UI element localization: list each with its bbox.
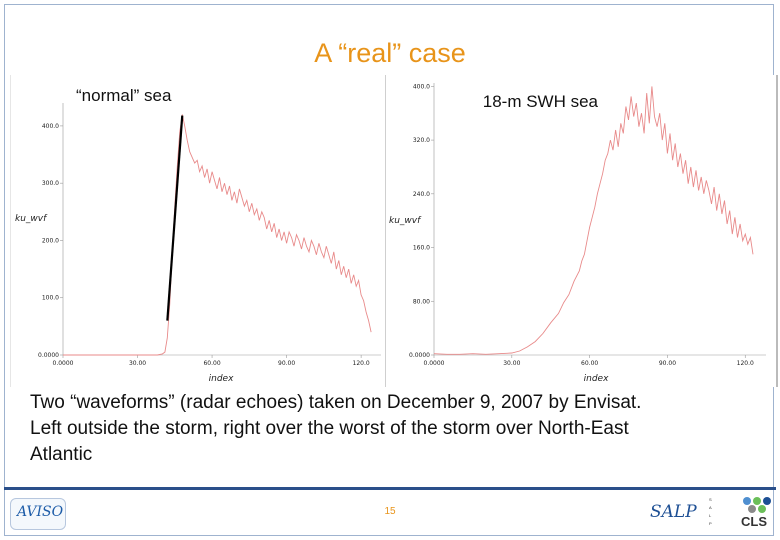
chart-title: 18-m SWH sea [483, 92, 599, 111]
y-tick-label: 80.00 [413, 298, 430, 305]
x-tick-label: 30.00 [129, 360, 146, 367]
salp-sub-line: A [709, 505, 712, 510]
chart-title: “normal” sea [76, 86, 172, 105]
y-axis-label: ku_wvf [389, 216, 422, 226]
leading-edge-annotation-line [166, 115, 184, 321]
y-axis-label: ku_wvf [15, 214, 48, 224]
page-number: 15 [384, 506, 396, 517]
waveform-series-line [63, 114, 372, 356]
x-tick-label: 0.0000 [424, 360, 445, 367]
x-tick-label: 90.00 [659, 360, 676, 367]
cls-logo-text: CLS [741, 514, 767, 529]
salp-logo-text: SALP [650, 502, 697, 522]
slide-footer: AVISO 15 SALP S A L P CLS [6, 492, 774, 534]
y-tick-label: 0.0000 [409, 352, 430, 359]
y-tick-label: 400.0 [413, 83, 430, 90]
aviso-logo-text: AVISO [17, 504, 64, 520]
y-tick-label: 200.0 [42, 237, 59, 244]
x-tick-label: 120.0 [353, 360, 370, 367]
x-tick-label: 90.00 [278, 360, 295, 367]
salp-sub-line: S [709, 497, 712, 502]
y-tick-label: 300.0 [42, 180, 59, 187]
y-tick-label: 160.0 [413, 245, 430, 252]
caption-line: Left outside the storm, right over the w… [30, 418, 629, 439]
y-tick-label: 240.0 [413, 191, 430, 198]
x-tick-label: 0.0000 [53, 360, 74, 367]
y-tick-label: 100.0 [42, 295, 59, 302]
waveform-chart-storm-sea-svg: 0.0000 80.00 160.0 240.0 320.0 400.0 0.0000 30.… [389, 83, 766, 384]
x-tick-label: 60.00 [581, 360, 598, 367]
slide-caption: Two “waveforms” (radar echoes) taken on … [30, 390, 760, 468]
salp-sub-line: L [709, 513, 712, 518]
y-tick-label: 400.0 [42, 123, 59, 130]
x-axis-label: index [584, 374, 609, 384]
waveform-series-line [433, 86, 754, 355]
waveform-chart-normal-sea: 0.0000 100.0 200.0 300.0 400.0 0.0000 30.00 60.… [10, 75, 383, 387]
x-axis-label: index [209, 374, 234, 384]
cls-logo: CLS [739, 494, 775, 532]
salp-logo: SALP [646, 496, 706, 530]
waveform-chart-normal-sea-svg: 0.0000 100.0 200.0 300.0 400.0 0.0000 30.00 60.… [15, 86, 381, 384]
x-tick-label: 120.0 [737, 360, 754, 367]
caption-line: Atlantic [30, 444, 93, 465]
slide-title: A “real” case [314, 38, 466, 68]
y-tick-label: 320.0 [413, 137, 430, 144]
waveform-chart-storm-sea: 0.0000 80.00 160.0 240.0 320.0 400.0 0.0000 30.… [385, 75, 778, 387]
caption-line: Two “waveforms” (radar echoes) taken on … [30, 392, 642, 413]
y-tick-label: 0.0000 [38, 352, 59, 359]
aviso-logo: AVISO [10, 498, 66, 530]
cls-logo-dots-icon [743, 497, 771, 513]
salp-sub-line: P [709, 521, 712, 526]
footer-rule [4, 487, 776, 490]
salp-logo-subtext: S A L P [709, 496, 735, 530]
x-tick-label: 60.00 [203, 360, 220, 367]
x-tick-label: 30.00 [503, 360, 520, 367]
